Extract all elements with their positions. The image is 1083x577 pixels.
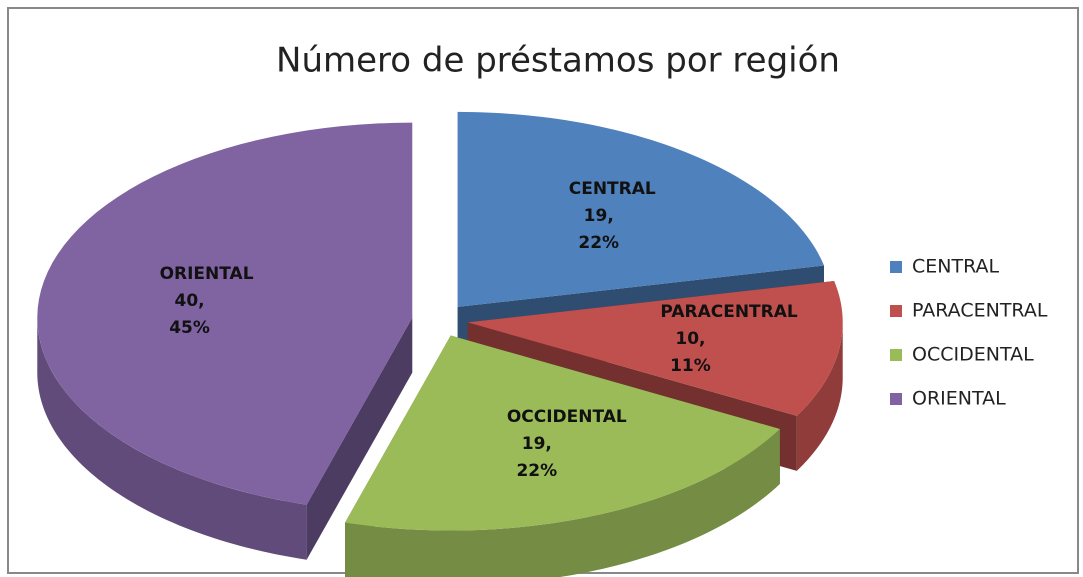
data-label: ORIENTAL 40, 45%	[125, 261, 255, 342]
legend-label: ORIENTAL	[912, 388, 1006, 410]
data-label: OCCIDENTAL 19, 22%	[472, 404, 627, 485]
legend-label: OCCIDENTAL	[912, 344, 1034, 366]
data-label: CENTRAL 19, 22%	[534, 176, 664, 257]
data-label-value: 19, 22%	[516, 433, 558, 481]
data-label-name: CENTRAL	[568, 178, 656, 199]
pie-slice	[467, 280, 843, 416]
data-label-name: OCCIDENTAL	[506, 406, 627, 427]
data-label-value: 10, 11%	[670, 329, 711, 377]
legend-swatch	[890, 349, 902, 361]
pie-slice	[37, 122, 413, 505]
slice-group	[345, 335, 780, 577]
data-label-name: ORIENTAL	[159, 263, 254, 284]
slice-wall	[796, 322, 843, 471]
pie-slice	[345, 335, 780, 531]
slice-group	[37, 122, 413, 560]
slice-wall	[37, 317, 307, 560]
data-label: PARACENTRAL 10, 11%	[625, 299, 798, 380]
data-label-value: 40, 45%	[169, 290, 210, 338]
data-label-name: PARACENTRAL	[660, 302, 798, 323]
legend-swatch	[890, 261, 902, 273]
data-label-value: 19, 22%	[578, 205, 620, 253]
legend-swatch	[890, 393, 902, 405]
slice-side	[306, 317, 413, 560]
legend-swatch	[890, 305, 902, 317]
legend-label: PARACENTRAL	[912, 300, 1048, 322]
pie-slice	[457, 111, 824, 307]
slice-wall	[345, 428, 780, 577]
chart-title: Número de préstamos por región	[276, 41, 840, 81]
legend-label: CENTRAL	[912, 256, 1000, 278]
